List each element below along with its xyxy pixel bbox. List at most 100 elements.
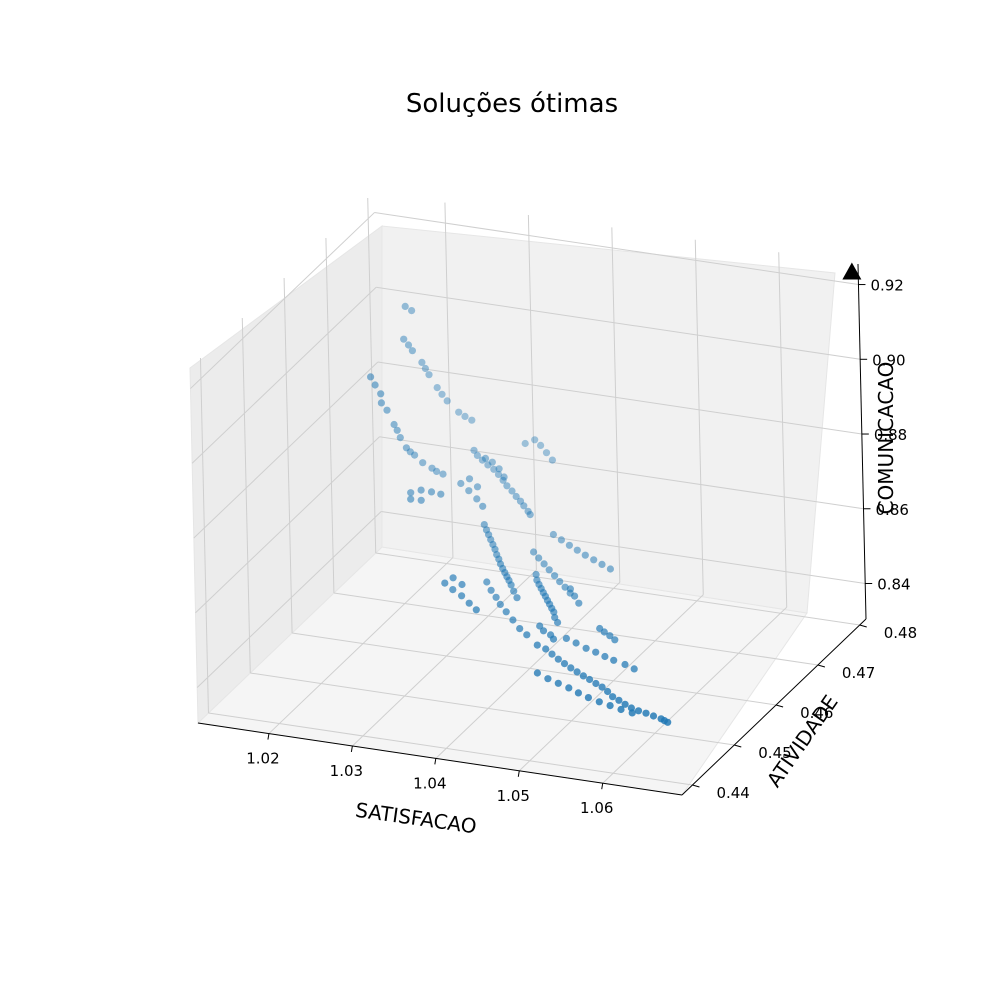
data-point-54 xyxy=(473,495,481,503)
data-point-58 xyxy=(581,551,589,559)
data-point-41 xyxy=(406,448,414,456)
data-point-77 xyxy=(545,566,553,574)
data-point-116 xyxy=(458,580,466,589)
data-point-82 xyxy=(407,495,415,503)
grid-line-x-floor-2 xyxy=(435,582,621,759)
x-tick-label-3: 1.05 xyxy=(497,787,530,805)
axis-lines xyxy=(197,263,873,796)
data-point-152 xyxy=(533,669,542,677)
data-point-5 xyxy=(542,449,551,457)
x-axis-line xyxy=(197,722,683,796)
data-point-110 xyxy=(492,593,500,601)
data-point-12 xyxy=(473,451,481,459)
data-point-138 xyxy=(601,652,609,661)
data-point-44 xyxy=(465,475,474,483)
data-point-139 xyxy=(610,656,618,664)
z-axis-label: COMUNICACAO xyxy=(874,362,898,515)
data-point-119 xyxy=(441,579,449,587)
data-point-166 xyxy=(634,707,643,715)
data-point-61 xyxy=(590,556,598,564)
x-tick-mark-4 xyxy=(601,783,604,790)
data-point-99 xyxy=(507,581,515,589)
data-point-30 xyxy=(512,492,520,501)
data-point-143 xyxy=(630,665,638,673)
data-point-81 xyxy=(551,572,559,580)
data-point-168 xyxy=(617,705,625,714)
z-tick-label-4: 0.92 xyxy=(870,277,903,295)
data-point-150 xyxy=(586,675,594,684)
data-point-68 xyxy=(427,488,436,496)
grid-line-x-wall-0 xyxy=(444,202,454,558)
data-point-37 xyxy=(419,459,427,467)
data-point-137 xyxy=(592,648,600,656)
grid-line-y-wall-0 xyxy=(199,357,209,714)
grid-line-z-left-0 xyxy=(196,511,382,688)
data-point-20 xyxy=(494,470,503,478)
data-point-18 xyxy=(418,358,426,366)
x-tick-label-1: 1.03 xyxy=(330,762,363,780)
data-point-4 xyxy=(461,412,469,420)
data-point-158 xyxy=(609,693,617,701)
data-point-173 xyxy=(664,718,672,726)
data-point-161 xyxy=(584,694,593,702)
data-point-53 xyxy=(565,541,574,549)
pane-back-wall xyxy=(381,225,836,614)
data-point-147 xyxy=(567,664,575,672)
data-point-127 xyxy=(539,627,548,635)
data-point-74 xyxy=(367,373,375,381)
data-point-34 xyxy=(500,473,508,481)
x-tick-mark-2 xyxy=(434,758,437,765)
data-point-134 xyxy=(549,635,558,643)
data-point-59 xyxy=(530,548,538,556)
grid-line-z-back-1 xyxy=(379,436,864,510)
data-point-145 xyxy=(554,655,562,663)
data-point-122 xyxy=(606,632,614,640)
data-point-66 xyxy=(437,490,445,498)
grid-line-x-wall-3 xyxy=(694,239,704,595)
y-tick-mark-3 xyxy=(817,664,826,668)
data-point-31 xyxy=(439,470,447,478)
y-tick-mark-4 xyxy=(859,624,867,628)
data-point-117 xyxy=(502,608,510,616)
data-point-148 xyxy=(573,668,581,676)
data-point-49 xyxy=(393,426,401,434)
tick-labels: 1.02 1.03 1.04 1.05 1.06 0.44 0.45 0.46 0.47 0.48… xyxy=(246,277,917,818)
grid-lines xyxy=(190,197,866,786)
data-point-19 xyxy=(408,307,416,315)
y-tick-label-4: 0.48 xyxy=(884,624,917,642)
data-point-70 xyxy=(606,565,615,573)
data-point-69 xyxy=(371,381,379,389)
data-point-128 xyxy=(516,625,524,633)
data-point-10 xyxy=(433,384,441,392)
grid-line-z-left-2 xyxy=(193,361,379,539)
grid-line-z-back-4 xyxy=(374,212,859,286)
data-point-51 xyxy=(557,536,566,544)
data-point-106 xyxy=(513,594,521,602)
data-point-13 xyxy=(425,371,433,379)
data-point-76 xyxy=(407,489,415,497)
grid-line-x-wall-4 xyxy=(778,252,788,608)
data-point-60 xyxy=(377,399,385,407)
grid-line-z-back-2 xyxy=(377,361,862,435)
grid-line-x-wall-1 xyxy=(527,214,537,570)
data-point-55 xyxy=(383,406,391,414)
data-point-46 xyxy=(549,530,558,539)
data-point-124 xyxy=(536,622,544,630)
data-point-6 xyxy=(455,408,463,416)
data-point-123 xyxy=(509,616,517,624)
data-point-38 xyxy=(520,502,528,510)
data-point-103 xyxy=(483,578,491,586)
data-point-156 xyxy=(604,687,612,696)
data-point-47 xyxy=(457,479,465,488)
grid-line-z-left-1 xyxy=(195,436,380,614)
data-point-167 xyxy=(642,709,650,717)
data-point-73 xyxy=(417,486,425,494)
y-tick-label-2: 0.46 xyxy=(800,704,833,722)
grid-line-y-floor-4 xyxy=(375,552,860,626)
data-point-93 xyxy=(566,585,575,593)
data-point-155 xyxy=(554,679,562,687)
y-tick-label-3: 0.47 xyxy=(842,664,875,682)
data-point-62 xyxy=(377,390,385,398)
y-tick-mark-1 xyxy=(734,744,742,748)
